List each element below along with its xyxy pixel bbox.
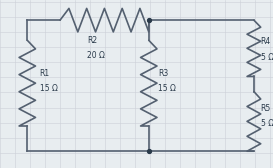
- Text: R2: R2: [87, 36, 97, 45]
- Text: R1: R1: [40, 69, 50, 78]
- Text: 5 Ω: 5 Ω: [261, 53, 273, 62]
- Text: R4: R4: [261, 37, 271, 47]
- Text: 20 Ω: 20 Ω: [87, 51, 105, 60]
- Text: 5 Ω: 5 Ω: [261, 119, 273, 128]
- Text: R5: R5: [261, 104, 271, 113]
- Text: 15 Ω: 15 Ω: [158, 84, 176, 93]
- Text: R3: R3: [158, 69, 169, 78]
- Text: 15 Ω: 15 Ω: [40, 84, 57, 93]
